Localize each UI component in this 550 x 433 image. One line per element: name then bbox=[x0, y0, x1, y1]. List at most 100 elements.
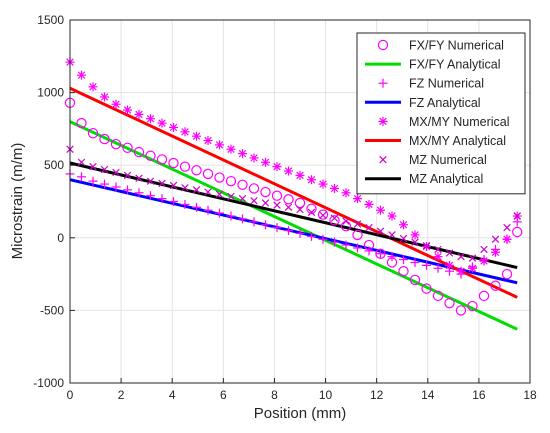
data-point bbox=[457, 252, 465, 261]
data-point bbox=[192, 186, 201, 194]
data-point bbox=[307, 175, 316, 185]
y-tick-label: -1000 bbox=[33, 376, 64, 390]
plot-frame bbox=[69, 19, 531, 384]
series-line bbox=[69, 178, 518, 285]
data-point bbox=[100, 92, 109, 102]
x-tick-label: 18 bbox=[523, 388, 537, 402]
data-point bbox=[168, 157, 179, 169]
data-point bbox=[111, 99, 121, 109]
data-point bbox=[375, 248, 386, 259]
data-point bbox=[421, 283, 432, 294]
data-point bbox=[88, 82, 98, 92]
data-point bbox=[410, 230, 420, 240]
y-axis-label: Microstrain (m/m) bbox=[9, 143, 26, 260]
data-point bbox=[376, 205, 385, 215]
data-point bbox=[135, 174, 143, 182]
data-point bbox=[180, 199, 190, 209]
data-point bbox=[284, 166, 293, 176]
legend-label: FZ Numerical bbox=[409, 77, 484, 91]
data-point bbox=[261, 157, 270, 167]
data-point bbox=[158, 179, 166, 188]
data-point bbox=[204, 188, 212, 196]
data-point bbox=[295, 228, 305, 238]
data-point bbox=[214, 172, 225, 183]
data-point bbox=[225, 175, 237, 187]
data-point bbox=[388, 231, 396, 239]
data-point bbox=[273, 201, 281, 209]
data-point bbox=[87, 128, 99, 139]
data-point bbox=[409, 274, 421, 286]
series-layer bbox=[64, 57, 523, 331]
data-point bbox=[353, 194, 362, 204]
data-point bbox=[272, 223, 282, 233]
data-point bbox=[422, 242, 431, 250]
data-point bbox=[248, 183, 260, 194]
data-point bbox=[77, 172, 86, 182]
data-point bbox=[295, 170, 305, 180]
legend-swatch bbox=[379, 155, 387, 164]
data-point bbox=[341, 240, 351, 250]
data-point bbox=[77, 158, 86, 167]
x-tick-label: 14 bbox=[421, 388, 435, 402]
data-point bbox=[250, 197, 258, 205]
data-point bbox=[468, 254, 477, 262]
data-point bbox=[445, 260, 454, 270]
x-tick-label: 4 bbox=[169, 388, 176, 402]
data-point bbox=[445, 249, 454, 257]
data-point bbox=[100, 179, 109, 189]
data-point bbox=[491, 247, 500, 257]
data-point bbox=[110, 138, 122, 150]
data-point bbox=[226, 211, 236, 221]
data-point bbox=[261, 199, 270, 207]
data-point bbox=[123, 171, 132, 180]
data-point bbox=[284, 226, 293, 236]
legend-label: MZ Numerical bbox=[409, 153, 487, 167]
legend-label: MX/MY Analytical bbox=[409, 134, 506, 148]
data-point bbox=[169, 197, 178, 206]
series-line bbox=[69, 161, 518, 270]
data-point bbox=[467, 300, 478, 312]
data-point bbox=[134, 109, 144, 119]
data-point bbox=[456, 266, 466, 276]
data-point bbox=[215, 140, 224, 150]
data-point bbox=[422, 260, 431, 270]
data-point bbox=[342, 217, 350, 225]
data-point bbox=[111, 182, 121, 192]
data-point bbox=[203, 205, 213, 215]
data-point bbox=[353, 220, 362, 228]
data-point bbox=[261, 220, 270, 230]
data-point bbox=[501, 268, 513, 280]
legend-swatch bbox=[378, 116, 388, 126]
data-point bbox=[203, 136, 213, 146]
data-point bbox=[100, 165, 109, 174]
data-point bbox=[112, 168, 120, 177]
data-point bbox=[410, 257, 420, 267]
data-point bbox=[180, 127, 190, 137]
legend-swatch bbox=[378, 78, 388, 88]
data-point bbox=[76, 117, 87, 129]
data-point bbox=[271, 190, 283, 201]
data-point bbox=[376, 249, 385, 259]
legend-label: MX/MY Numerical bbox=[409, 115, 509, 129]
data-point bbox=[157, 194, 167, 204]
data-point bbox=[123, 185, 132, 195]
data-point bbox=[272, 162, 282, 172]
data-point bbox=[169, 122, 178, 132]
data-point bbox=[145, 150, 156, 161]
data-point bbox=[296, 205, 304, 214]
data-point bbox=[99, 133, 110, 145]
data-point bbox=[307, 208, 316, 217]
data-point bbox=[157, 118, 167, 128]
data-point bbox=[146, 114, 155, 124]
data-point bbox=[478, 290, 490, 302]
data-point bbox=[215, 190, 224, 198]
axis-ticks: 0 2 4 6 8 10 12 14 16 18 -1000 -500 0 500 1000 1500 bbox=[33, 13, 537, 402]
data-point bbox=[238, 214, 247, 224]
data-point bbox=[123, 105, 132, 115]
data-point bbox=[411, 238, 419, 246]
data-point bbox=[512, 226, 523, 238]
data-point bbox=[479, 256, 489, 266]
data-point bbox=[238, 194, 247, 203]
data-point bbox=[179, 161, 191, 172]
data-point bbox=[468, 263, 477, 273]
